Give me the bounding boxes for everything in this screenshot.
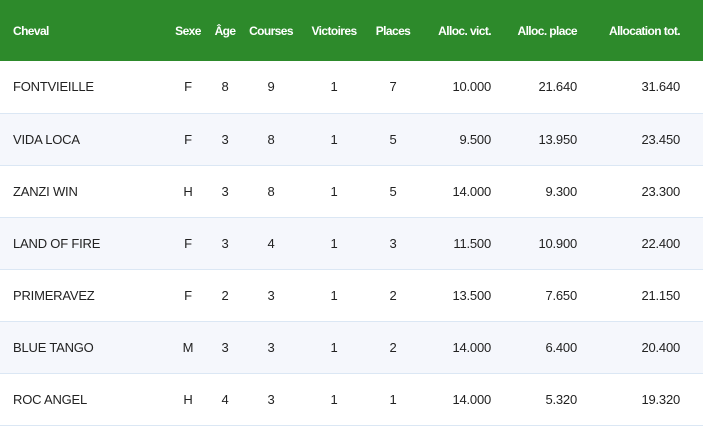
races-cell: 3 xyxy=(267,391,275,407)
age-cell: 4 xyxy=(221,391,229,407)
horse-name-cell: BLUE TANGO xyxy=(13,339,94,355)
races-cell: 9 xyxy=(267,79,275,95)
total-earnings-cell: 31.640 xyxy=(641,79,680,95)
table-row[interactable]: ZANZI WIN H 3 8 1 5 14.000 9.300 23.300 xyxy=(0,165,703,217)
column-header-alloc-place[interactable]: Alloc. place xyxy=(517,23,578,38)
column-header-allocation-tot[interactable]: Allocation tot. xyxy=(609,23,681,38)
place-earnings-cell: 21.640 xyxy=(538,79,577,95)
places-cell: 2 xyxy=(389,339,397,355)
age-cell: 8 xyxy=(221,79,229,95)
total-earnings-cell: 22.400 xyxy=(641,235,680,251)
wins-cell: 1 xyxy=(330,235,338,251)
age-cell: 3 xyxy=(221,183,229,199)
places-cell: 7 xyxy=(389,79,397,95)
win-earnings-cell: 14.000 xyxy=(452,339,491,355)
races-cell: 8 xyxy=(267,131,275,147)
races-cell: 3 xyxy=(267,287,275,303)
age-cell: 3 xyxy=(221,339,229,355)
age-cell: 2 xyxy=(221,287,229,303)
win-earnings-cell: 14.000 xyxy=(452,183,491,199)
total-earnings-cell: 21.150 xyxy=(641,287,680,303)
wins-cell: 1 xyxy=(330,131,338,147)
wins-cell: 1 xyxy=(330,79,338,95)
sex-cell: H xyxy=(183,183,193,199)
wins-cell: 1 xyxy=(330,339,338,355)
age-cell: 3 xyxy=(221,131,229,147)
total-earnings-cell: 20.400 xyxy=(641,339,680,355)
races-cell: 4 xyxy=(267,235,275,251)
horse-name-cell: PRIMERAVEZ xyxy=(13,287,95,303)
races-cell: 3 xyxy=(267,339,275,355)
horse-name-cell: ZANZI WIN xyxy=(13,183,78,199)
places-cell: 5 xyxy=(389,183,397,199)
sex-cell: H xyxy=(183,391,193,407)
age-cell: 3 xyxy=(221,235,229,251)
table-row[interactable]: FONTVIEILLE F 8 9 1 7 10.000 21.640 31.640 xyxy=(0,61,703,113)
horse-name-cell: LAND OF FIRE xyxy=(13,235,101,251)
column-header-victoires[interactable]: Victoires xyxy=(311,23,357,38)
horse-name-cell: VIDA LOCA xyxy=(13,131,80,147)
places-cell: 3 xyxy=(389,235,397,251)
table-row[interactable]: ROC ANGEL H 4 3 1 1 14.000 5.320 19.320 xyxy=(0,373,703,425)
place-earnings-cell: 7.650 xyxy=(545,287,577,303)
place-earnings-cell: 13.950 xyxy=(538,131,577,147)
win-earnings-cell: 11.500 xyxy=(453,235,491,251)
table-row[interactable]: BLUE TANGO M 3 3 1 2 14.000 6.400 20.400 xyxy=(0,321,703,373)
sex-cell: F xyxy=(184,287,192,303)
sex-cell: M xyxy=(182,339,194,355)
table-header-row: Cheval Sexe Âge Courses Victoires Places… xyxy=(0,0,703,61)
win-earnings-cell: 9.500 xyxy=(459,131,491,147)
table-row[interactable]: VIDA LOCA F 3 8 1 5 9.500 13.950 23.450 xyxy=(0,113,703,165)
column-header-age[interactable]: Âge xyxy=(214,23,236,38)
races-cell: 8 xyxy=(267,183,275,199)
column-header-courses[interactable]: Courses xyxy=(249,23,293,38)
places-cell: 2 xyxy=(389,287,397,303)
sex-cell: F xyxy=(184,79,192,95)
places-cell: 1 xyxy=(389,391,397,407)
win-earnings-cell: 10.000 xyxy=(452,79,491,95)
win-earnings-cell: 13.500 xyxy=(452,287,491,303)
sex-cell: F xyxy=(184,131,192,147)
horse-name-cell: ROC ANGEL xyxy=(13,391,88,407)
place-earnings-cell: 9.300 xyxy=(545,183,577,199)
wins-cell: 1 xyxy=(330,391,338,407)
place-earnings-cell: 6.400 xyxy=(545,339,577,355)
sex-cell: F xyxy=(184,235,192,251)
column-header-alloc-vict[interactable]: Alloc. vict. xyxy=(438,23,491,38)
wins-cell: 1 xyxy=(330,287,338,303)
column-header-cheval[interactable]: Cheval xyxy=(13,23,49,38)
win-earnings-cell: 14.000 xyxy=(452,391,491,407)
horse-name-cell: FONTVIEILLE xyxy=(13,79,94,95)
place-earnings-cell: 5.320 xyxy=(545,391,577,407)
table-row[interactable]: LAND OF FIRE F 3 4 1 3 11.500 10.900 22.400 xyxy=(0,217,703,269)
column-header-sexe[interactable]: Sexe xyxy=(175,23,201,38)
total-earnings-cell: 23.450 xyxy=(641,131,680,147)
place-earnings-cell: 10.900 xyxy=(538,235,577,251)
wins-cell: 1 xyxy=(330,183,338,199)
table-row[interactable]: PRIMERAVEZ F 2 3 1 2 13.500 7.650 21.150 xyxy=(0,269,703,321)
total-earnings-cell: 23.300 xyxy=(641,183,680,199)
total-earnings-cell: 19.320 xyxy=(641,391,680,407)
column-header-places[interactable]: Places xyxy=(375,23,411,38)
places-cell: 5 xyxy=(389,131,397,147)
